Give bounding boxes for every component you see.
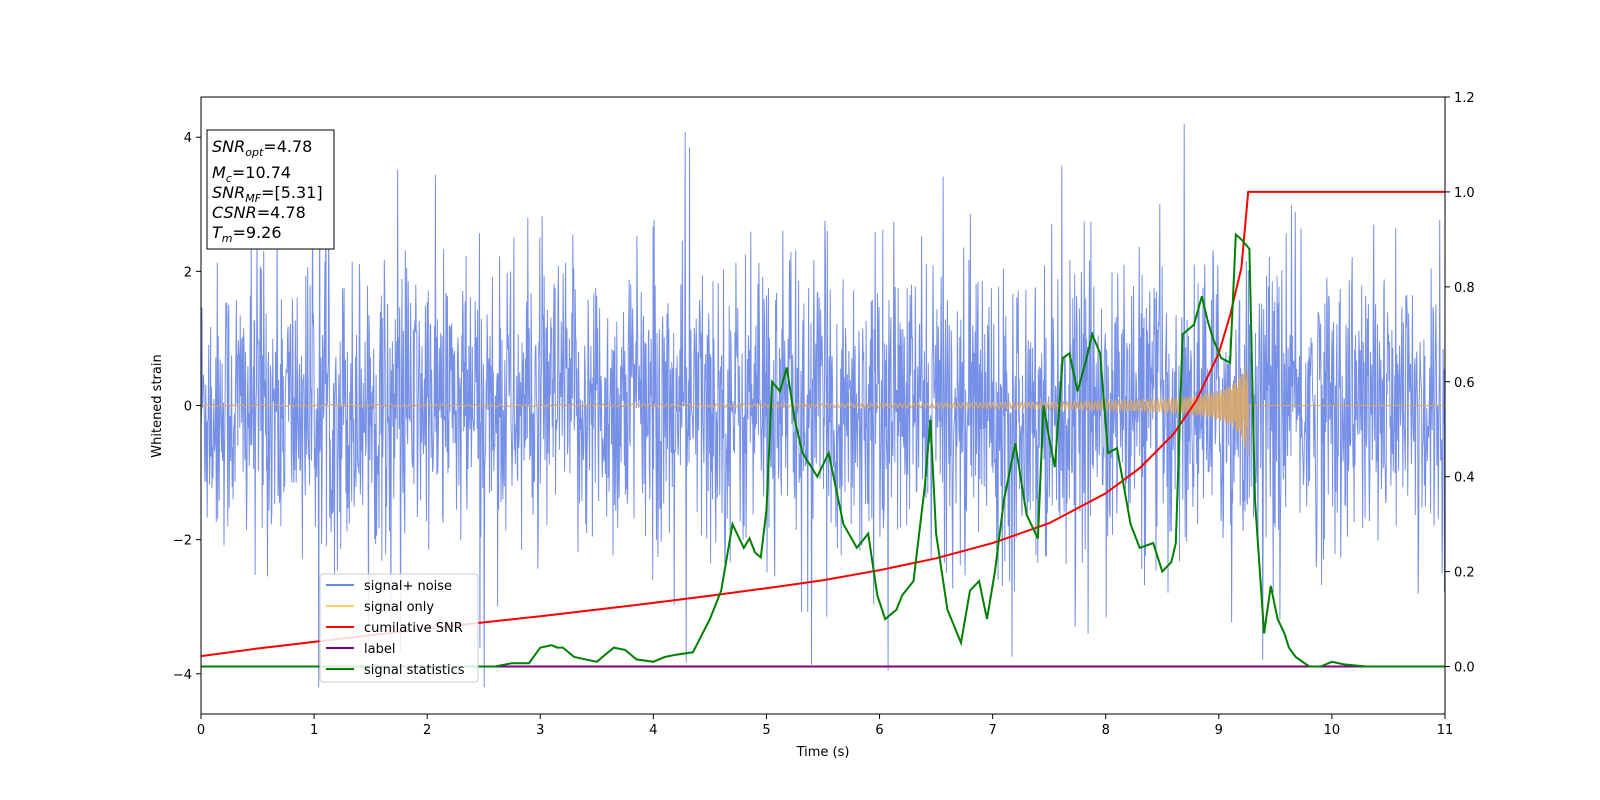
y-right-tick-label-6: 0.0 [1454, 661, 1475, 676]
info-snr-mf: SNRMF=[5.31] [212, 183, 323, 205]
x-tick-label-4: 4 [649, 723, 657, 738]
y-left-tick-label-0: 4 [184, 131, 192, 146]
y-right-tick-label-5: 0.2 [1454, 566, 1475, 581]
axes: 0 1 2 3 4 5 6 7 8 9 10 11 4 2 0 −2 −4 1.2 1.0 0.8 0.6 0.4 0.2 0… [173, 91, 1475, 738]
legend-label-cumulative-snr: cumilative SNR [364, 621, 463, 636]
legend-label-signal-noise: signal+ noise [364, 579, 452, 594]
legend-label-label: label [364, 642, 395, 657]
signal-only-line [201, 364, 1445, 456]
info-box-frame [206, 129, 335, 250]
y-right-tick-label-1: 1.0 [1454, 186, 1475, 201]
y-right-tick-label-4: 0.4 [1454, 471, 1475, 486]
legend-label-signal-statistics: signal statistics [364, 663, 465, 678]
y-left-tick-label-4: −4 [173, 668, 192, 683]
y-right-tick-label-0: 1.2 [1454, 91, 1475, 106]
info-csnr: CSNR=4.78 [212, 203, 306, 222]
x-tick-label-7: 7 [988, 723, 996, 738]
x-tick-label-8: 8 [1102, 723, 1110, 738]
x-tick-label-3: 3 [536, 723, 544, 738]
y-left-tick-label-2: 0 [184, 400, 192, 415]
info-tm: Tm=9.26 [212, 223, 282, 245]
x-tick-label-9: 9 [1215, 723, 1223, 738]
info-mc: Mc=10.74 [212, 163, 291, 185]
y-right-tick-label-3: 0.6 [1454, 376, 1475, 391]
x-tick-label-6: 6 [875, 723, 883, 738]
x-axis-label: Time (s) [796, 745, 850, 760]
x-tick-label-5: 5 [762, 723, 770, 738]
y-axis-label: Whitened strain [150, 354, 165, 457]
info-box: SNRopt=4.78 Mc=10.74 SNRMF=[5.31] CSNR=4… [206, 129, 335, 250]
x-tick-label-10: 10 [1324, 723, 1341, 738]
x-tick-label-2: 2 [423, 723, 431, 738]
x-tick-label-11: 11 [1437, 723, 1454, 738]
y-left-tick-label-3: −2 [173, 534, 192, 549]
x-tick-label-1: 1 [310, 723, 318, 738]
y-left-tick-label-1: 2 [184, 265, 192, 280]
legend: signal+ noise signal only cumilative SNR… [319, 573, 479, 683]
x-tick-label-0: 0 [197, 723, 205, 738]
info-snr-opt: SNRopt=4.78 [212, 137, 312, 159]
signal-statistics-line [201, 232, 1445, 668]
legend-frame [319, 573, 479, 683]
y-right-tick-label-2: 0.8 [1454, 281, 1475, 296]
legend-label-signal-only: signal only [364, 600, 434, 615]
